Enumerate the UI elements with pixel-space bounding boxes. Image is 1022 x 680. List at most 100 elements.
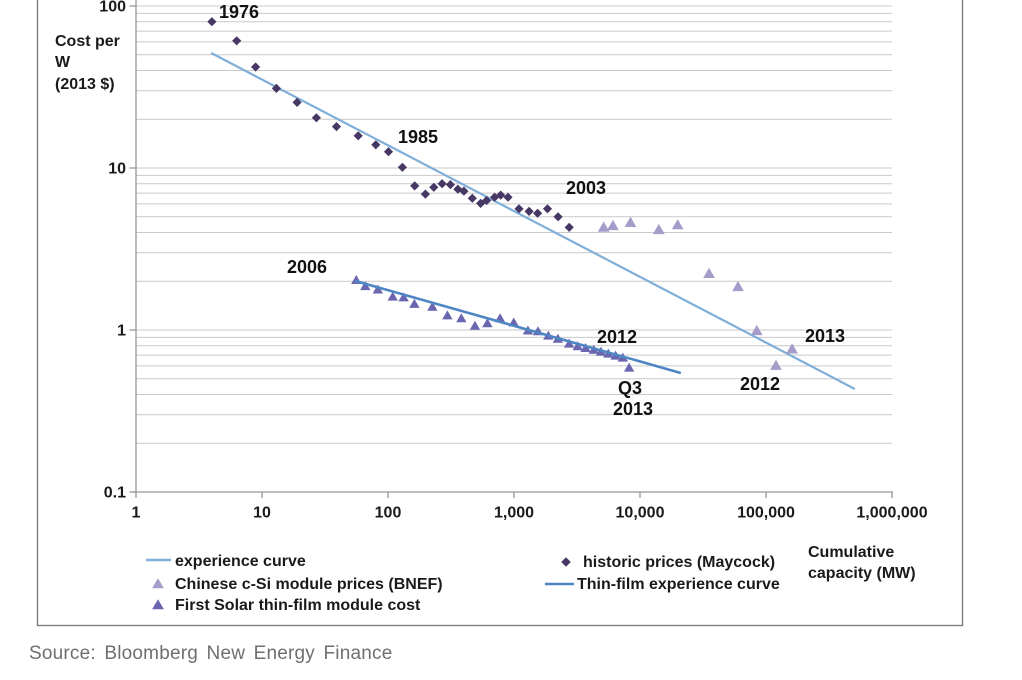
diamond-marker	[496, 190, 506, 200]
legend: experience curve Chinese c-Si module pri…	[146, 553, 780, 614]
annotation-2012: 2012	[740, 374, 780, 394]
diamond-marker	[429, 182, 439, 192]
triangle-marker	[597, 221, 610, 232]
triangle-marker	[624, 216, 637, 227]
diamond-marker	[503, 192, 513, 202]
annotation-2003: 2003	[566, 178, 606, 198]
series-experience-curve	[210, 52, 856, 390]
y-tick-label: 100	[99, 0, 126, 16]
triangle-marker	[409, 298, 420, 308]
triangle-marker	[732, 280, 744, 292]
source-caption: Source: Bloomberg New Energy Finance	[29, 643, 393, 664]
diamond-marker	[371, 140, 381, 150]
diamond-marker	[542, 204, 553, 214]
diamond-marker	[437, 179, 447, 189]
triangle-marker	[360, 281, 371, 291]
x-axis-title-line-1: Cumulative	[808, 544, 894, 561]
diamond-marker	[383, 147, 394, 157]
annotation-2013: 2013	[613, 399, 653, 419]
legend-marker-maycock-diamond-icon	[561, 557, 571, 567]
y-tick-label: 0.1	[104, 485, 126, 502]
diamond-marker	[420, 189, 430, 199]
y-tick-label: 1	[117, 323, 126, 340]
triangle-marker	[580, 343, 591, 352]
curve-experience_curve	[210, 52, 856, 390]
triangle-marker	[671, 219, 684, 230]
annotation-2012: 2012	[597, 327, 637, 347]
diamond-marker	[490, 192, 500, 202]
series-layer	[207, 17, 856, 390]
diamond-marker	[311, 113, 321, 123]
triangle-marker	[398, 292, 409, 302]
triangle-marker	[387, 291, 398, 301]
triangle-marker	[427, 301, 438, 311]
triangle-marker	[750, 324, 763, 336]
x-axis-title-line-2: capacity (MW)	[808, 565, 916, 582]
diamond-marker	[397, 162, 407, 172]
legend-label-thin-film-curve: Thin-film experience curve	[577, 576, 780, 593]
annotation-2013: 2013	[805, 326, 845, 346]
triangle-marker	[456, 313, 467, 323]
legend-label-experience-curve: experience curve	[175, 553, 306, 570]
x-tick-label: 1,000,000	[856, 505, 927, 522]
triangle-marker	[703, 267, 715, 278]
legend-label-first-solar: First Solar thin-film module cost	[175, 597, 421, 614]
legend-label-chinese-csi: Chinese c-Si module prices (BNEF)	[175, 576, 443, 593]
diamond-marker	[453, 184, 463, 194]
diamond-marker	[564, 222, 574, 232]
diamond-marker	[292, 97, 302, 107]
y-axis-title-line-1: Cost per	[55, 33, 120, 50]
series-first-solar-thin-film-module-cost	[351, 275, 635, 372]
x-tick-label: 1,000	[494, 505, 534, 522]
series-chinese-c-si-module-prices-bnef-	[597, 216, 798, 370]
legend-marker-chinese-csi-triangle-icon	[152, 578, 164, 589]
diamond-marker	[476, 198, 486, 208]
diamond-marker	[410, 181, 420, 191]
x-tick-label: 1	[132, 505, 141, 522]
diamond-marker	[533, 208, 543, 218]
curve-thin_film_curve	[354, 279, 682, 375]
y-axis-title-line-2: W	[55, 54, 71, 71]
annotation-q3: Q3	[618, 378, 642, 398]
triangle-marker	[372, 284, 383, 294]
triangle-marker	[572, 341, 583, 351]
diamond-marker	[232, 36, 242, 46]
legend-label-maycock: historic prices (Maycock)	[583, 554, 775, 571]
legend-marker-first-solar-triangle-icon	[152, 599, 164, 610]
diamond-marker	[445, 180, 455, 190]
triangle-marker	[770, 359, 782, 370]
y-tick-label: 10	[108, 161, 126, 178]
x-tick-label: 10	[253, 505, 271, 522]
x-tick-label: 10,000	[616, 505, 665, 522]
triangle-marker	[652, 223, 665, 235]
diamond-marker	[353, 131, 363, 141]
triangle-marker	[442, 310, 453, 320]
series-thin-film-experience-curve	[354, 279, 682, 375]
diamond-marker	[207, 17, 217, 27]
annotation-2006: 2006	[287, 257, 327, 277]
diamond-marker	[331, 122, 342, 132]
triangle-marker	[607, 219, 619, 231]
axes	[129, 0, 893, 498]
annotation-1976: 1976	[219, 2, 259, 22]
y-axis-title-line-3: (2013 $)	[55, 76, 115, 93]
triangle-marker	[482, 318, 493, 328]
x-tick-label: 100,000	[737, 505, 795, 522]
diamond-marker	[271, 83, 281, 93]
triangle-marker	[786, 343, 798, 354]
chart-frame-border	[36, 0, 964, 627]
diamond-marker	[514, 204, 524, 214]
triangle-marker	[469, 320, 481, 330]
diamond-marker	[553, 212, 563, 222]
diamond-marker	[251, 62, 261, 72]
gridlines	[136, 5, 892, 444]
annotation-1985: 1985	[398, 127, 438, 147]
triangle-marker	[564, 338, 575, 348]
diamond-marker	[467, 193, 477, 203]
triangle-marker	[624, 362, 635, 372]
diamond-marker	[459, 186, 469, 196]
diamond-marker	[524, 206, 534, 216]
